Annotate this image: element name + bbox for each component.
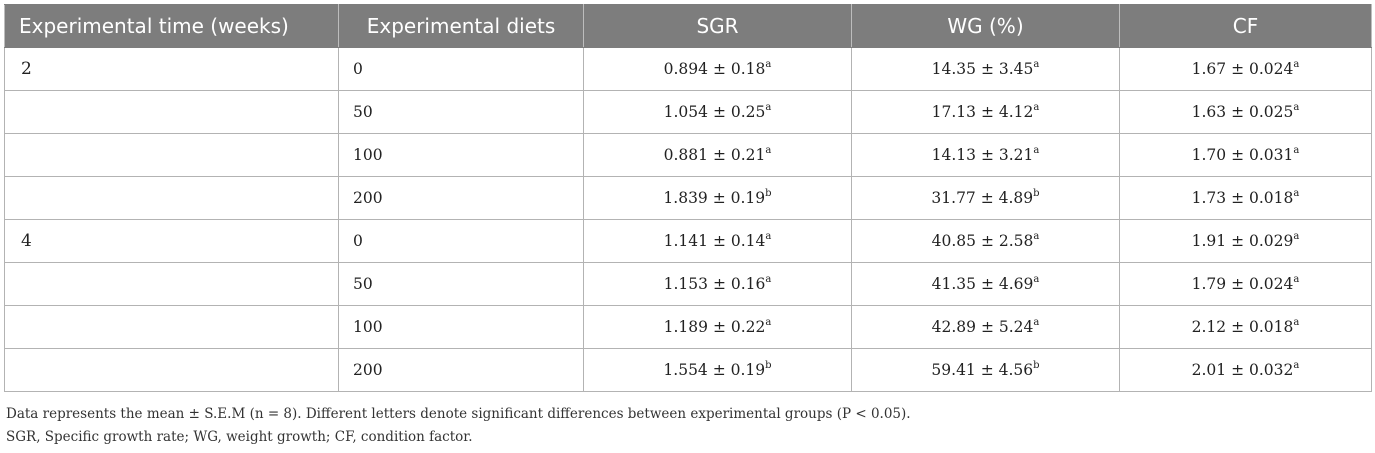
cf-cell: 1.67 ± 0.024a xyxy=(1119,47,1372,91)
time-cell xyxy=(4,348,339,392)
table-row: 4 0 1.141 ± 0.14a 40.85 ± 2.58a 1.91 ± 0… xyxy=(4,219,1372,263)
cf-cell: 1.70 ± 0.031a xyxy=(1119,133,1372,177)
sgr-cell: 1.839 ± 0.19b xyxy=(583,176,852,220)
sgr-cell: 1.554 ± 0.19b xyxy=(583,348,852,392)
table-row: 50 1.153 ± 0.16a 41.35 ± 4.69a 1.79 ± 0.… xyxy=(4,262,1372,306)
table-row: 200 1.554 ± 0.19b 59.41 ± 4.56b 2.01 ± 0… xyxy=(4,348,1372,392)
cf-cell: 1.79 ± 0.024a xyxy=(1119,262,1372,306)
cf-cell: 1.73 ± 0.018a xyxy=(1119,176,1372,220)
cf-cell: 2.12 ± 0.018a xyxy=(1119,305,1372,349)
cf-cell: 1.91 ± 0.029a xyxy=(1119,219,1372,263)
wg-cell: 59.41 ± 4.56b xyxy=(851,348,1120,392)
header-sgr: SGR xyxy=(583,4,852,48)
diet-cell: 100 xyxy=(338,133,584,177)
header-experimental-time: Experimental time (weeks) xyxy=(4,4,339,48)
header-experimental-diets: Experimental diets xyxy=(338,4,584,48)
table-row: 100 1.189 ± 0.22a 42.89 ± 5.24a 2.12 ± 0… xyxy=(4,305,1372,349)
table-header-row: Experimental time (weeks) Experimental d… xyxy=(4,4,1372,48)
footnote-data-description: Data represents the mean ± S.E.M (n = 8)… xyxy=(6,406,911,422)
table-row: 100 0.881 ± 0.21a 14.13 ± 3.21a 1.70 ± 0… xyxy=(4,133,1372,177)
wg-cell: 31.77 ± 4.89b xyxy=(851,176,1120,220)
time-cell: 4 xyxy=(4,219,339,263)
wg-cell: 14.35 ± 3.45a xyxy=(851,47,1120,91)
table-row: 200 1.839 ± 0.19b 31.77 ± 4.89b 1.73 ± 0… xyxy=(4,176,1372,220)
footnote-abbreviations: SGR, Specific growth rate; WG, weight gr… xyxy=(6,429,473,445)
results-table: Experimental time (weeks) Experimental d… xyxy=(4,4,1372,392)
cf-cell: 1.63 ± 0.025a xyxy=(1119,90,1372,134)
sgr-cell: 0.881 ± 0.21a xyxy=(583,133,852,177)
sgr-cell: 1.141 ± 0.14a xyxy=(583,219,852,263)
wg-cell: 40.85 ± 2.58a xyxy=(851,219,1120,263)
wg-cell: 17.13 ± 4.12a xyxy=(851,90,1120,134)
sgr-cell: 0.894 ± 0.18a xyxy=(583,47,852,91)
diet-cell: 50 xyxy=(338,262,584,306)
diet-cell: 0 xyxy=(338,47,584,91)
time-cell: 2 xyxy=(4,47,339,91)
sgr-cell: 1.153 ± 0.16a xyxy=(583,262,852,306)
time-cell xyxy=(4,262,339,306)
time-cell xyxy=(4,305,339,349)
diet-cell: 200 xyxy=(338,176,584,220)
sgr-cell: 1.189 ± 0.22a xyxy=(583,305,852,349)
header-cf: CF xyxy=(1119,4,1372,48)
diet-cell: 0 xyxy=(338,219,584,263)
header-wg: WG (%) xyxy=(851,4,1120,48)
cf-cell: 2.01 ± 0.032a xyxy=(1119,348,1372,392)
diet-cell: 100 xyxy=(338,305,584,349)
time-cell xyxy=(4,176,339,220)
wg-cell: 14.13 ± 3.21a xyxy=(851,133,1120,177)
diet-cell: 50 xyxy=(338,90,584,134)
table-row: 2 0 0.894 ± 0.18a 14.35 ± 3.45a 1.67 ± 0… xyxy=(4,47,1372,91)
diet-cell: 200 xyxy=(338,348,584,392)
wg-cell: 42.89 ± 5.24a xyxy=(851,305,1120,349)
time-cell xyxy=(4,90,339,134)
time-cell xyxy=(4,133,339,177)
wg-cell: 41.35 ± 4.69a xyxy=(851,262,1120,306)
sgr-cell: 1.054 ± 0.25a xyxy=(583,90,852,134)
table-row: 50 1.054 ± 0.25a 17.13 ± 4.12a 1.63 ± 0.… xyxy=(4,90,1372,134)
